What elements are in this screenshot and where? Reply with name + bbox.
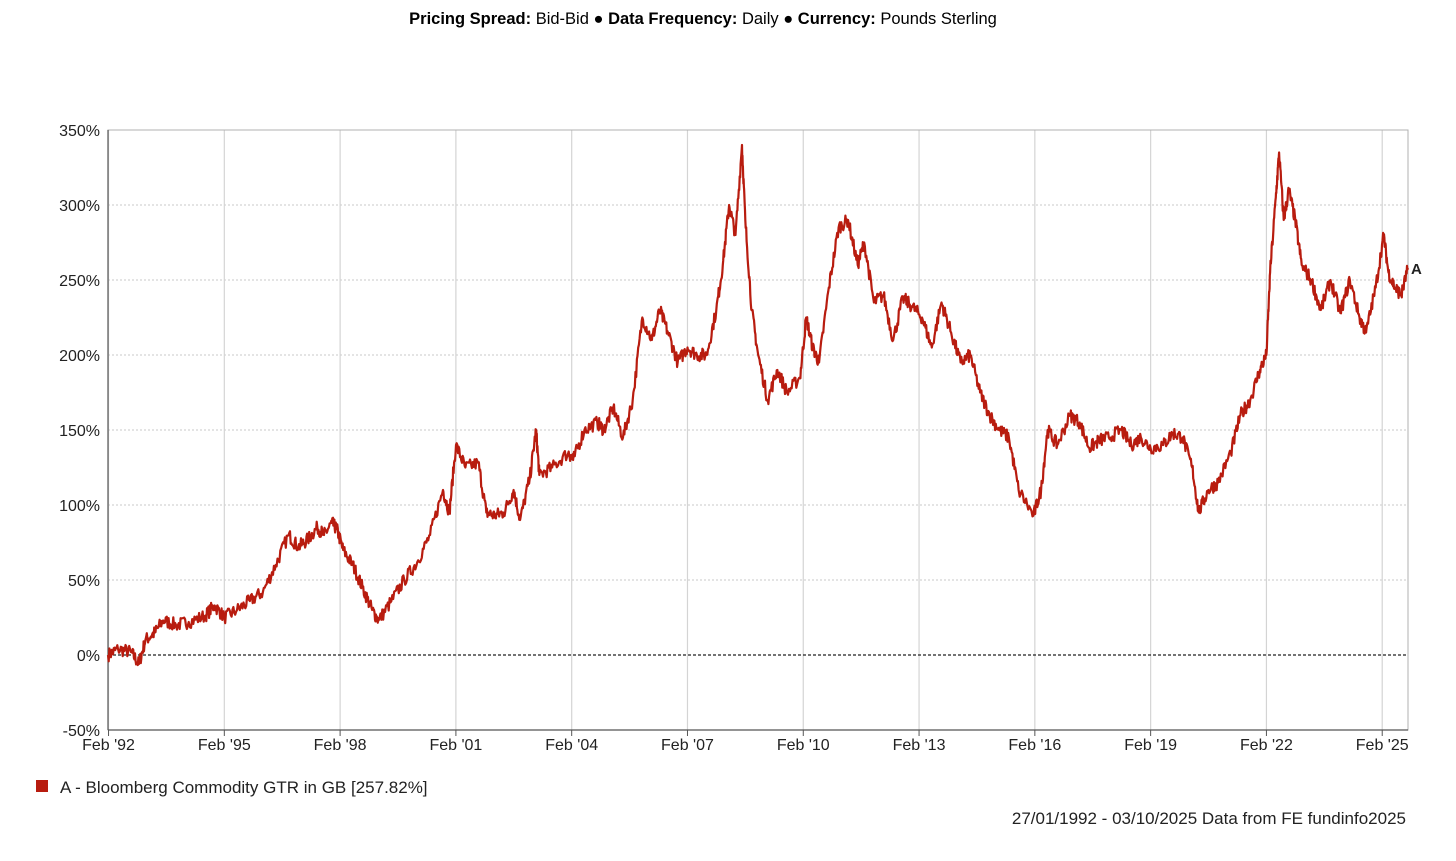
series-layer: A: [106, 143, 1422, 667]
header-label-currency: Currency:: [797, 10, 876, 28]
y-tick-label: 250%: [59, 273, 100, 290]
y-tick-label: 100%: [59, 498, 100, 515]
x-tick-label: Feb '22: [1240, 737, 1293, 754]
y-tick-label: 350%: [59, 123, 100, 140]
legend-swatch: [36, 780, 48, 792]
y-tick-label: 300%: [59, 198, 100, 215]
x-tick-label: Feb '16: [1008, 737, 1061, 754]
y-tick-label: -50%: [63, 723, 100, 740]
axes: [107, 129, 1409, 736]
y-tick-label: 50%: [68, 573, 100, 590]
header-value-pricing-spread: Bid-Bid: [535, 10, 589, 28]
x-tick-label: Feb '19: [1124, 737, 1177, 754]
chart-header: Pricing Spread: Bid-Bid ● Data Frequency…: [0, 10, 1406, 29]
x-tick-label: Feb '07: [661, 737, 714, 754]
header-label-data-frequency: Data Frequency:: [608, 10, 738, 28]
x-tick-label: Feb '92: [82, 737, 135, 754]
legend: A - Bloomberg Commodity GTR in GB [257.8…: [36, 778, 428, 798]
grid-lines: [107, 129, 1408, 730]
x-tick-label: Feb '98: [314, 737, 367, 754]
legend-label: A - Bloomberg Commodity GTR in GB [257.8…: [60, 778, 428, 797]
x-tick-label: Feb '25: [1356, 737, 1409, 754]
header-separator: ●: [593, 10, 604, 28]
x-tick-label: Feb '13: [893, 737, 946, 754]
y-tick-label: 150%: [59, 423, 100, 440]
x-tick-label: Feb '04: [545, 737, 598, 754]
y-tick-label: 200%: [59, 348, 100, 365]
x-tick-label: Feb '01: [429, 737, 482, 754]
header-separator: ●: [783, 10, 794, 28]
series-line: [106, 143, 1410, 667]
header-value-data-frequency: Daily: [741, 10, 779, 28]
x-tick-label: Feb '10: [777, 737, 830, 754]
header-value-currency: Pounds Sterling: [880, 10, 997, 28]
x-tick-label: Feb '95: [198, 737, 251, 754]
series-end-label: A: [1411, 261, 1422, 278]
date-range-source: 27/01/1992 - 03/10/2025 Data from FE fun…: [1011, 809, 1406, 828]
header-label-pricing-spread: Pricing Spread:: [409, 10, 532, 28]
tick-labels: -50% 0% 50% 100% 150% 200% 250% 300% 350% Feb '92…: [59, 123, 1409, 754]
y-tick-label: 0%: [77, 648, 100, 665]
